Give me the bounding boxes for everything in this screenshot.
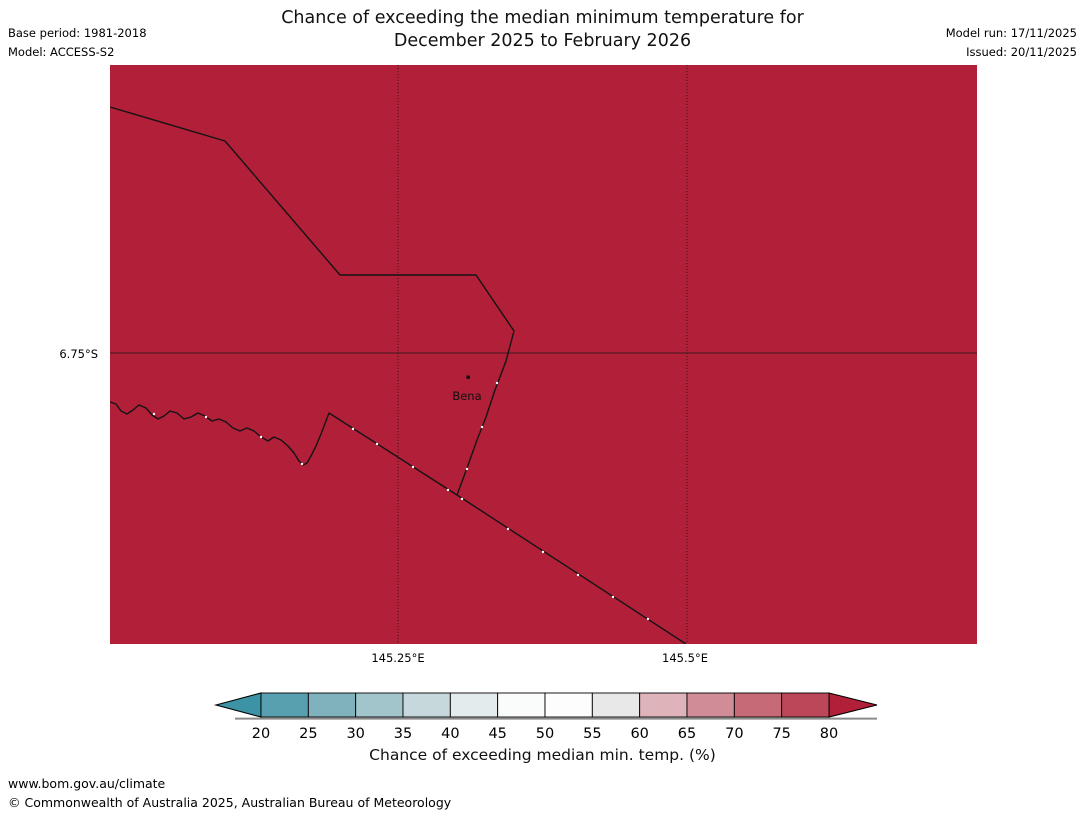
colorbar-left-arrow xyxy=(213,692,262,718)
colorbar-segment xyxy=(449,692,499,718)
boundary-dash-dots xyxy=(152,381,650,621)
colorbar-tick-label: 40 xyxy=(441,726,459,742)
issued-text: Issued: 20/11/2025 xyxy=(966,45,1077,59)
map-panel: Bena xyxy=(109,65,977,645)
base-period-model-block: Base period: 1981-2018 Model: ACCESS-S2 xyxy=(8,24,147,62)
colorbar-right-arrow xyxy=(828,692,878,718)
lon-axis-label-145-25: 145.25°E xyxy=(371,651,425,665)
colorbar-segment xyxy=(781,692,830,718)
title-line-2: December 2025 to February 2026 xyxy=(393,31,692,51)
run-issued-block: Model run: 17/11/2025 Issued: 20/11/2025 xyxy=(946,24,1077,62)
map-probability-fill xyxy=(110,65,977,644)
district-boundary-upper xyxy=(109,106,515,496)
colorbar-tick-label: 50 xyxy=(536,726,554,742)
colorbar-tick-label: 45 xyxy=(488,726,506,742)
colorbar-segment xyxy=(591,692,641,718)
lat-axis-label: 6.75°S xyxy=(59,347,98,361)
colorbar-segment xyxy=(544,692,593,718)
colorbar-tick-label: 30 xyxy=(346,726,364,742)
lon-axis-label-145-5: 145.5°E xyxy=(662,651,708,665)
colorbar-tick-label: 20 xyxy=(252,726,270,742)
colorbar-tick-label: 75 xyxy=(772,726,790,742)
colorbar-segment xyxy=(402,692,451,718)
colorbar: 20 25 30 35 40 45 50 55 60 65 70 75 80 xyxy=(213,692,878,742)
figure-title: Chance of exceeding the median minimum t… xyxy=(0,7,1085,53)
colorbar-segment xyxy=(733,692,783,718)
town-marker-bena xyxy=(466,375,470,379)
model-run-text: Model run: 17/11/2025 xyxy=(945,26,1077,40)
footer-copyright: © Commonwealth of Australia 2025, Austra… xyxy=(8,795,452,810)
town-label-bena: Bena xyxy=(452,389,481,403)
colorbar-segment xyxy=(686,692,735,718)
colorbar-tick-label: 55 xyxy=(583,726,601,742)
district-boundary-diagonal xyxy=(328,412,687,645)
colorbar-tick-label: 70 xyxy=(725,726,743,742)
map-canvas: Bena xyxy=(109,65,977,645)
footer-url: www.bom.gov.au/climate xyxy=(8,776,166,791)
colorbar-tick-label: 25 xyxy=(299,726,317,742)
river-line xyxy=(109,401,330,466)
colorbar-tick-label: 80 xyxy=(820,726,838,742)
colorbar-segment xyxy=(355,692,404,718)
title-line-1: Chance of exceeding the median minimum t… xyxy=(281,8,804,28)
colorbar-tick-label: 60 xyxy=(630,726,648,742)
base-period-text: Base period: 1981-2018 xyxy=(8,26,147,40)
colorbar-segment xyxy=(307,692,357,718)
model-text: Model: ACCESS-S2 xyxy=(8,45,115,59)
colorbar-tick-label: 65 xyxy=(678,726,696,742)
colorbar-segment xyxy=(639,692,688,718)
colorbar-tick-label: 35 xyxy=(394,726,412,742)
colorbar-label: Chance of exceeding median min. temp. (%… xyxy=(369,746,716,764)
colorbar-segment xyxy=(260,692,309,718)
colorbar-segment xyxy=(497,692,546,718)
